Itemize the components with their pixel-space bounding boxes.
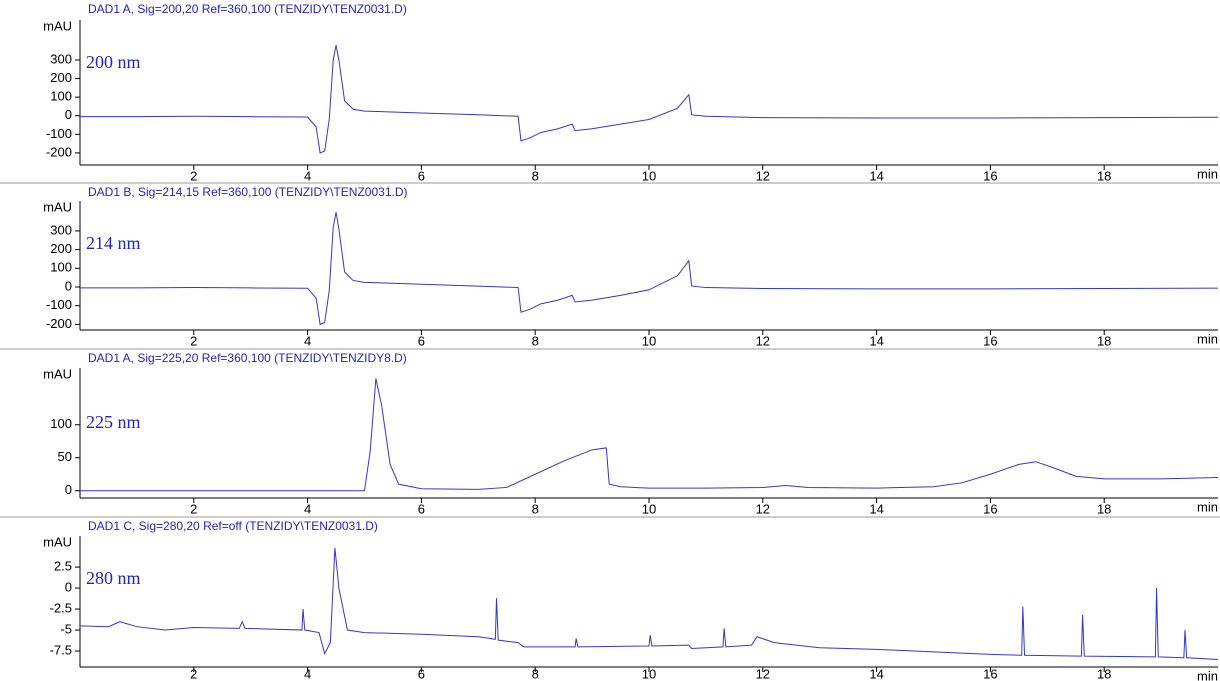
y-tick-label: -200 <box>46 144 72 159</box>
x-axis-label: min <box>1197 331 1218 346</box>
x-tick-label: 10 <box>642 501 656 516</box>
y-axis-label: mAU <box>43 18 72 33</box>
x-tick-label: 4 <box>304 168 311 183</box>
x-tick-label: 8 <box>532 501 539 516</box>
y-tick-label: 100 <box>50 416 72 431</box>
panel-title: DAD1 A, Sig=200,20 Ref=360,100 (TENZIDY\… <box>88 2 407 16</box>
y-axis-label: mAU <box>43 199 72 214</box>
x-tick-label: 18 <box>1097 333 1111 348</box>
x-tick-label: 2 <box>190 333 197 348</box>
y-tick-label: 300 <box>50 51 72 66</box>
x-tick-label: 14 <box>869 666 883 681</box>
x-tick-label: 18 <box>1097 168 1111 183</box>
wavelength-annotation: 200 nm <box>86 52 141 72</box>
wavelength-annotation: 225 nm <box>86 412 141 432</box>
x-tick-label: 6 <box>418 333 425 348</box>
y-tick-label: 100 <box>50 89 72 104</box>
x-tick-label: 12 <box>756 168 770 183</box>
y-tick-label: 200 <box>50 70 72 85</box>
x-tick-label: 16 <box>983 666 997 681</box>
trace <box>79 547 1219 660</box>
x-tick-label: 16 <box>983 168 997 183</box>
trace <box>80 45 1219 154</box>
wavelength-annotation: 280 nm <box>86 568 141 588</box>
x-tick-label: 16 <box>983 333 997 348</box>
x-tick-label: 18 <box>1097 501 1111 516</box>
x-tick-label: 14 <box>869 333 883 348</box>
x-tick-label: 12 <box>756 501 770 516</box>
x-axis-label: min <box>1197 166 1218 181</box>
x-tick-label: 4 <box>304 333 311 348</box>
x-axis-label: min <box>1197 668 1218 681</box>
y-tick-label: -200 <box>46 316 72 331</box>
y-tick-label: -5 <box>60 621 72 636</box>
y-tick-label: 50 <box>58 449 72 464</box>
trace <box>80 212 1219 326</box>
y-tick-label: 300 <box>50 222 72 237</box>
panel-title: DAD1 B, Sig=214,15 Ref=360,100 (TENZIDY\… <box>88 185 407 199</box>
y-tick-label: 200 <box>50 241 72 256</box>
x-tick-label: 2 <box>190 168 197 183</box>
x-tick-label: 10 <box>642 666 656 681</box>
x-tick-label: 18 <box>1097 666 1111 681</box>
panel-title: DAD1 C, Sig=280,20 Ref=off (TENZIDY\TENZ… <box>88 519 378 533</box>
y-tick-label: 0 <box>65 482 72 497</box>
x-tick-label: 16 <box>983 501 997 516</box>
y-tick-label: -2.5 <box>50 600 72 615</box>
trace <box>80 378 1219 492</box>
x-tick-label: 10 <box>642 168 656 183</box>
x-tick-label: 6 <box>418 168 425 183</box>
x-tick-label: 2 <box>190 501 197 516</box>
x-tick-label: 2 <box>190 666 197 681</box>
y-tick-label: -100 <box>46 297 72 312</box>
x-tick-label: 4 <box>304 501 311 516</box>
x-tick-label: 12 <box>756 666 770 681</box>
y-tick-label: -7.5 <box>50 642 72 657</box>
x-tick-label: 6 <box>418 501 425 516</box>
panel-title: DAD1 A, Sig=225,20 Ref=360,100 (TENZIDY\… <box>88 351 407 365</box>
y-tick-label: 0 <box>65 580 72 595</box>
x-tick-label: 4 <box>304 666 311 681</box>
x-tick-label: 8 <box>532 168 539 183</box>
x-tick-label: 14 <box>869 168 883 183</box>
y-tick-label: 100 <box>50 260 72 275</box>
x-tick-label: 6 <box>418 666 425 681</box>
x-tick-label: 14 <box>869 501 883 516</box>
y-tick-label: 0 <box>65 278 72 293</box>
y-tick-label: 0 <box>65 107 72 122</box>
y-axis-label: mAU <box>43 366 72 381</box>
y-tick-label: -100 <box>46 126 72 141</box>
x-axis-label: min <box>1197 499 1218 514</box>
x-tick-label: 10 <box>642 333 656 348</box>
y-axis-label: mAU <box>43 534 72 549</box>
y-tick-label: 2.5 <box>54 559 72 574</box>
x-tick-label: 12 <box>756 333 770 348</box>
wavelength-annotation: 214 nm <box>86 233 141 253</box>
x-tick-label: 8 <box>532 333 539 348</box>
x-tick-label: 8 <box>532 666 539 681</box>
